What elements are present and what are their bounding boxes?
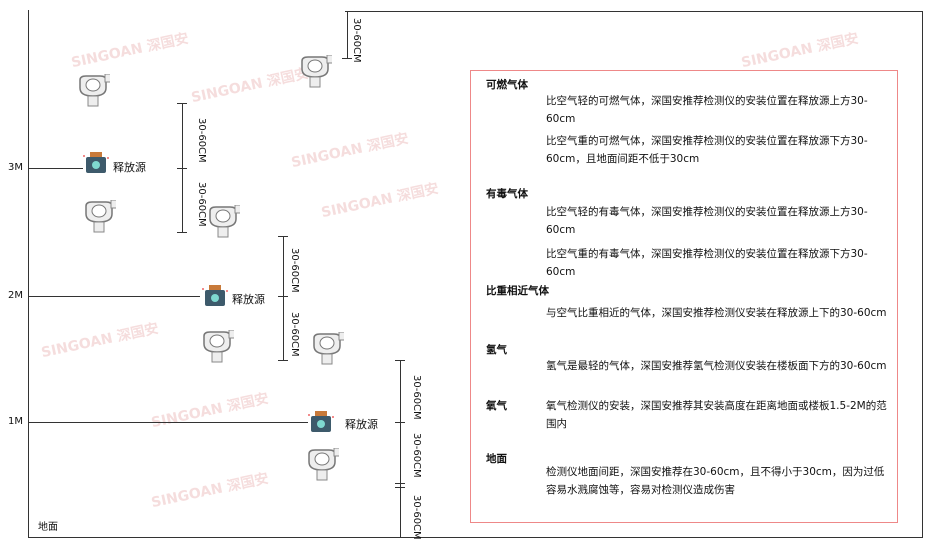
dimension-tick [177, 168, 187, 169]
watermark: SINGOAN 深国安 [149, 470, 271, 512]
watermark: SINGOAN 深国安 [739, 30, 861, 72]
dimension-tick [395, 360, 405, 361]
release-source-label: 释放源 [232, 293, 265, 306]
release-source-icon [308, 411, 334, 432]
gas-detector-icon [85, 200, 116, 233]
level-3m: 3M [8, 162, 23, 173]
dimension-line [283, 236, 284, 361]
dimension-line [347, 11, 348, 59]
dimension-tick [177, 232, 187, 233]
dimension-label: 30-60CM [411, 375, 422, 420]
watermark: SINGOAN 深国安 [149, 390, 271, 432]
gas-detector-icon [308, 448, 339, 481]
toxic-heavy-text: 比空气重的有毒气体，深国安推荐检测仪的安装位置在释放源下方30-60cm [546, 248, 868, 278]
dimension-label: 30-60CM [196, 118, 207, 163]
toxic-light-text: 比空气轻的有毒气体，深国安推荐检测仪的安装位置在释放源上方30-60cm [546, 206, 868, 236]
dimension-label: 30-60CM [289, 248, 300, 293]
dimension-label: 30-60CM [411, 495, 422, 540]
release-source-icon [202, 285, 228, 306]
gas-detector-icon [209, 205, 240, 238]
watermark: SINGOAN 深国安 [289, 130, 411, 172]
watermark: SINGOAN 深国安 [39, 320, 161, 362]
gas-detector-icon [79, 74, 110, 107]
level-line [28, 422, 308, 423]
dimension-tick [395, 422, 405, 423]
hydrogen-title: 氢气 [486, 344, 507, 356]
dimension-tick [395, 487, 405, 488]
release-source-label: 释放源 [113, 161, 146, 174]
combustible-title: 可燃气体 [486, 79, 528, 91]
dimension-tick [177, 103, 187, 104]
wall-line [28, 10, 29, 538]
watermark: SINGOAN 深国安 [189, 65, 311, 107]
installation-notes-panel: 可燃气体 比空气轻的可燃气体，深国安推荐检测仪的安装位置在释放源上方30-60c… [470, 70, 898, 523]
dimension-tick [278, 360, 288, 361]
watermark: SINGOAN 深国安 [69, 30, 191, 72]
gas-detector-icon [203, 330, 234, 363]
ground-line [28, 537, 923, 538]
release-source-label: 释放源 [345, 418, 378, 431]
dimension-tick [395, 483, 405, 484]
ground-title: 地面 [486, 453, 507, 465]
level-1m: 1M [8, 416, 23, 427]
level-line [28, 168, 83, 169]
gas-detector-icon [313, 332, 344, 365]
dimension-tick [278, 296, 288, 297]
dimension-tick [342, 58, 352, 59]
ground-label: 地面 [38, 522, 58, 533]
gas-detector-icon [301, 55, 332, 88]
similar-text: 与空气比重相近的气体，深国安推荐检测仪安装在释放源上下的30-60cm [546, 307, 887, 319]
level-line [28, 296, 200, 297]
oxygen-title: 氧气 [486, 400, 507, 412]
ceiling-line [345, 11, 923, 12]
hydrogen-text: 氢气是最轻的气体，深国安推荐氢气检测仪安装在楼板面下方的30-60cm [546, 360, 887, 372]
similar-title: 比重相近气体 [486, 285, 549, 297]
toxic-title: 有毒气体 [486, 188, 528, 200]
watermark: SINGOAN 深国安 [319, 180, 441, 222]
ground-text: 检测仪地面间距，深国安推荐在30-60cm，且不得小于30cm，因为过低容易水溅… [546, 466, 885, 496]
dimension-tick [278, 236, 288, 237]
dimension-label: 30-60CM [351, 18, 362, 63]
oxygen-text: 氧气检测仪的安装，深国安推荐其安装高度在距离地面或楼板1.5-2M的范围内 [546, 400, 887, 430]
right-wall-line [922, 11, 923, 538]
combustible-heavy-text: 比空气重的可燃气体，深国安推荐检测仪的安装位置在释放源下方30-60cm，且地面… [546, 135, 868, 165]
dimension-label: 30-60CM [289, 312, 300, 357]
dimension-label: 30-60CM [411, 433, 422, 478]
dimension-line [400, 360, 401, 537]
combustible-light-text: 比空气轻的可燃气体，深国安推荐检测仪的安装位置在释放源上方30-60cm [546, 95, 868, 125]
release-source-icon [83, 152, 109, 173]
level-2m: 2M [8, 290, 23, 301]
